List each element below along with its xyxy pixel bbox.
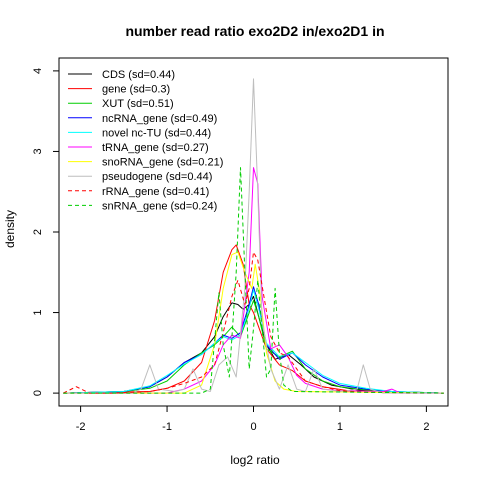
y-tick-label-0: 0 bbox=[32, 390, 44, 396]
y-tick-label-4: 4 bbox=[32, 68, 44, 74]
y-tick-label-2: 2 bbox=[32, 229, 44, 235]
legend-label-7: pseudogene (sd=0.44) bbox=[102, 171, 212, 183]
x-tick-label-2: 0 bbox=[250, 421, 256, 433]
x-tick-label-0: -2 bbox=[76, 421, 86, 433]
legend-label-6: snoRNA_gene (sd=0.21) bbox=[102, 157, 223, 169]
series-lines bbox=[63, 78, 444, 394]
series-line-5 bbox=[63, 167, 444, 394]
series-line-9 bbox=[63, 167, 444, 394]
series-line-6 bbox=[63, 251, 444, 394]
legend: CDS (sd=0.44) gene (sd=0.3) XUT (sd=0.51) n… bbox=[68, 69, 223, 212]
legend-label-5: tRNA_gene (sd=0.27) bbox=[102, 142, 209, 154]
chart-title: number read ratio exo2D2 in/exo2D1 in bbox=[125, 23, 384, 39]
y-axis-label: density bbox=[3, 210, 17, 248]
series-line-7 bbox=[63, 78, 444, 394]
legend-label-4: novel nc-TU (sd=0.44) bbox=[102, 127, 211, 139]
y-tick-label-1: 1 bbox=[32, 309, 44, 315]
x-tick-label-4: 2 bbox=[423, 421, 429, 433]
series-line-3 bbox=[63, 286, 444, 394]
legend-label-8: rRNA_gene (sd=0.41) bbox=[102, 186, 209, 198]
x-tick-label-1: -1 bbox=[162, 421, 172, 433]
series-line-8 bbox=[63, 251, 444, 394]
y-tick-label-3: 3 bbox=[32, 148, 44, 154]
series-line-2 bbox=[63, 300, 444, 394]
axes: -2 -1 0 1 2 0 1 2 3 4 bbox=[32, 68, 429, 433]
series-line-0 bbox=[63, 295, 444, 394]
x-axis-label: log2 ratio bbox=[230, 453, 280, 467]
legend-label-9: snRNA_gene (sd=0.24) bbox=[102, 200, 217, 212]
legend-label-1: gene (sd=0.3) bbox=[102, 84, 170, 96]
x-tick-label-3: 1 bbox=[337, 421, 343, 433]
legend-label-3: ncRNA_gene (sd=0.49) bbox=[102, 113, 217, 125]
legend-label-0: CDS (sd=0.44) bbox=[102, 69, 175, 81]
series-line-4 bbox=[63, 289, 444, 394]
series-line-1 bbox=[63, 244, 444, 394]
legend-label-2: XUT (sd=0.51) bbox=[102, 98, 174, 110]
